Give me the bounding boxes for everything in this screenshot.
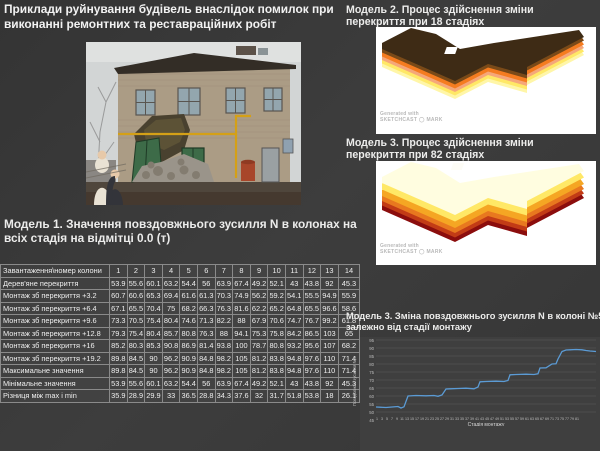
svg-text:57: 57 (515, 417, 519, 421)
svg-text:73: 73 (555, 417, 559, 421)
svg-text:50: 50 (369, 410, 374, 415)
svg-text:43: 43 (480, 417, 484, 421)
svg-text:11: 11 (400, 417, 404, 421)
svg-text:13: 13 (405, 417, 409, 421)
svg-text:81: 81 (575, 417, 579, 421)
svg-text:69: 69 (545, 417, 549, 421)
svg-text:75: 75 (560, 417, 564, 421)
svg-text:75: 75 (369, 370, 374, 375)
svg-text:79: 79 (570, 417, 574, 421)
svg-text:55: 55 (510, 417, 514, 421)
svg-text:67: 67 (540, 417, 544, 421)
svg-text:5: 5 (386, 417, 388, 421)
svg-text:39: 39 (470, 417, 474, 421)
svg-text:27: 27 (440, 417, 444, 421)
svg-text:49: 49 (495, 417, 499, 421)
svg-text:23: 23 (430, 417, 434, 421)
svg-text:65: 65 (535, 417, 539, 421)
svg-text:59: 59 (520, 417, 524, 421)
svg-text:9: 9 (396, 417, 398, 421)
svg-text:71: 71 (550, 417, 554, 421)
svg-text:41: 41 (475, 417, 479, 421)
svg-text:35: 35 (460, 417, 464, 421)
svg-text:37: 37 (465, 417, 469, 421)
svg-text:70: 70 (369, 378, 374, 383)
svg-text:55: 55 (369, 402, 374, 407)
svg-text:53: 53 (505, 417, 509, 421)
svg-text:51: 51 (500, 417, 504, 421)
svg-text:77: 77 (565, 417, 569, 421)
svg-text:47: 47 (490, 417, 494, 421)
svg-text:85: 85 (369, 354, 374, 359)
svg-text:Повздовжнє зусилля N, т: Повздовжнє зусилля N, т (352, 356, 357, 406)
svg-text:95: 95 (369, 338, 374, 343)
svg-text:31: 31 (450, 417, 454, 421)
svg-text:17: 17 (415, 417, 419, 421)
svg-text:60: 60 (369, 394, 374, 399)
svg-text:29: 29 (445, 417, 449, 421)
svg-text:1: 1 (376, 417, 378, 421)
svg-text:61: 61 (525, 417, 529, 421)
svg-text:25: 25 (435, 417, 439, 421)
svg-text:90: 90 (369, 346, 374, 351)
svg-text:45: 45 (485, 417, 489, 421)
svg-text:65: 65 (369, 386, 374, 391)
svg-text:3: 3 (381, 417, 383, 421)
svg-text:15: 15 (410, 417, 414, 421)
svg-text:21: 21 (425, 417, 429, 421)
svg-text:19: 19 (420, 417, 424, 421)
svg-text:7: 7 (391, 417, 393, 421)
svg-text:33: 33 (455, 417, 459, 421)
svg-text:Стадія монтажу: Стадія монтажу (468, 422, 505, 426)
svg-text:45: 45 (369, 418, 374, 423)
svg-text:80: 80 (369, 362, 374, 367)
svg-text:63: 63 (530, 417, 534, 421)
